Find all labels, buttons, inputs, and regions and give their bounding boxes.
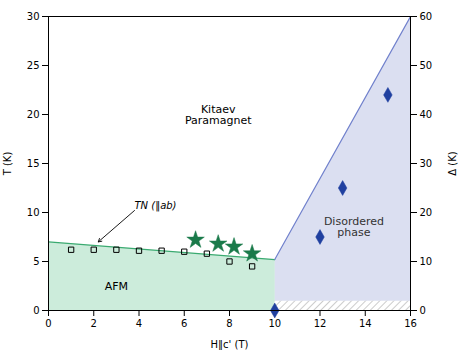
svg-text:0: 0 (45, 318, 51, 329)
svg-text:H‖c' (T): H‖c' (T) (211, 339, 249, 350)
svg-text:10: 10 (420, 256, 433, 267)
svg-text:10: 10 (27, 207, 40, 218)
svg-text:40: 40 (420, 109, 433, 120)
svg-text:30: 30 (27, 11, 40, 22)
svg-text:60: 60 (420, 11, 433, 22)
svg-text:2: 2 (91, 318, 97, 329)
svg-text:12: 12 (314, 318, 327, 329)
svg-text:KitaevParamagnet: KitaevParamagnet (185, 103, 252, 127)
svg-text:5: 5 (33, 256, 39, 267)
svg-text:20: 20 (420, 207, 433, 218)
svg-text:T (K): T (K) (2, 152, 13, 177)
svg-text:10: 10 (268, 318, 281, 329)
svg-text:14: 14 (359, 318, 372, 329)
svg-text:15: 15 (27, 158, 40, 169)
svg-text:25: 25 (27, 60, 40, 71)
svg-text:20: 20 (27, 109, 40, 120)
svg-text:Δ (K): Δ (K) (447, 151, 458, 175)
svg-text:6: 6 (181, 318, 187, 329)
svg-text:0: 0 (33, 305, 39, 316)
svg-text:30: 30 (420, 158, 433, 169)
svg-text:50: 50 (420, 60, 433, 71)
svg-text:Disorderedphase: Disorderedphase (324, 215, 384, 239)
svg-text:TN (‖ab): TN (‖ab) (134, 200, 176, 212)
svg-text:0: 0 (420, 305, 426, 316)
svg-text:AFM: AFM (105, 280, 128, 293)
svg-text:8: 8 (226, 318, 232, 329)
svg-text:16: 16 (404, 318, 417, 329)
svg-text:4: 4 (136, 318, 142, 329)
